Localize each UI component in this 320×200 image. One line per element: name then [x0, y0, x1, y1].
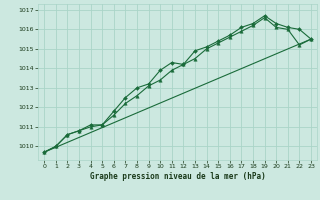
X-axis label: Graphe pression niveau de la mer (hPa): Graphe pression niveau de la mer (hPa): [90, 172, 266, 181]
